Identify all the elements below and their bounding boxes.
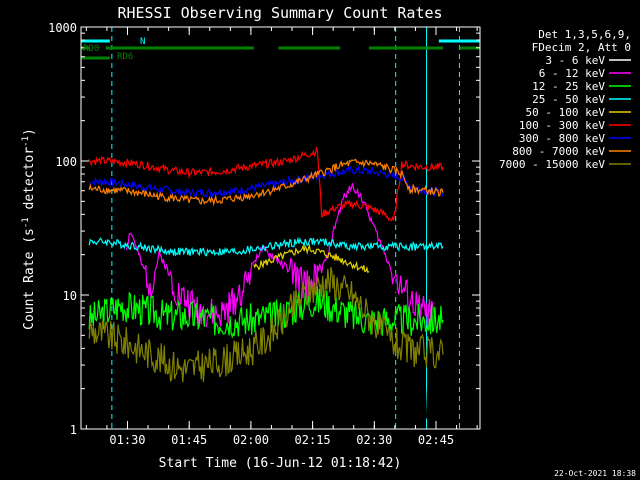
legend-header: FDecim 2, Att 0 [532, 41, 631, 54]
y-axis-label-part2: detector [22, 147, 37, 218]
y-axis-label: Count Rate (s-1 detector-1) [21, 128, 37, 330]
chart-title: RHESSI Observing Summary Count Rates [117, 4, 442, 22]
series-line-3 [88, 236, 444, 257]
x-axis-label: Start Time (16-Jun-12 01:18:42) [159, 456, 402, 471]
y-tick-label: 1000 [48, 21, 77, 35]
y-axis-label-part1: Count Rate (s [22, 228, 37, 330]
legend-label: 7000 - 15000 keV [499, 158, 605, 171]
x-tick-label: 02:45 [418, 433, 454, 447]
x-tick-label: 02:30 [356, 433, 392, 447]
y-tick-label: 10 [63, 289, 77, 303]
legend-header: Det 1,3,5,6,9, [538, 28, 631, 41]
plot-frame [80, 26, 481, 430]
series-line-7 [88, 158, 444, 207]
y-tick-label: 1 [70, 423, 77, 437]
legend: Det 1,3,5,6,9,FDecim 2, Att 03 - 6 keV6 … [499, 28, 631, 171]
legend-label: 50 - 100 keV [526, 106, 606, 119]
legend-label: 300 - 800 keV [519, 132, 605, 145]
series-line-0 [123, 178, 428, 419]
flag-label-rd0: RD0 [83, 44, 99, 54]
series-line-2 [88, 286, 444, 339]
y-tick-label: 100 [55, 155, 77, 169]
legend-label: 100 - 300 keV [519, 119, 605, 132]
legend-label: 25 - 50 keV [532, 93, 605, 106]
x-tick-label: 01:30 [109, 433, 145, 447]
x-tick-label: 02:15 [295, 433, 331, 447]
legend-label: 6 - 12 keV [539, 67, 606, 80]
series-line-5 [88, 147, 444, 222]
timestamp: 22-Oct-2021 18:38 [554, 469, 636, 478]
legend-label: 3 - 6 keV [545, 54, 605, 67]
y-axis-label-sup2: -1 [21, 136, 31, 147]
series-line-6 [88, 164, 444, 198]
x-tick-label: 01:45 [171, 433, 207, 447]
legend-label: 12 - 25 keV [532, 80, 605, 93]
y-axis-label-part3: ) [22, 128, 37, 136]
x-tick-label: 02:00 [233, 433, 269, 447]
series-line-4 [253, 243, 370, 274]
y-axis-label-sup1: -1 [21, 217, 31, 228]
series-line-8 [88, 266, 444, 383]
flag-label-n: N [140, 37, 145, 47]
legend-label: 800 - 7000 keV [512, 145, 605, 158]
flag-label-rd6: RD6 [117, 52, 133, 62]
